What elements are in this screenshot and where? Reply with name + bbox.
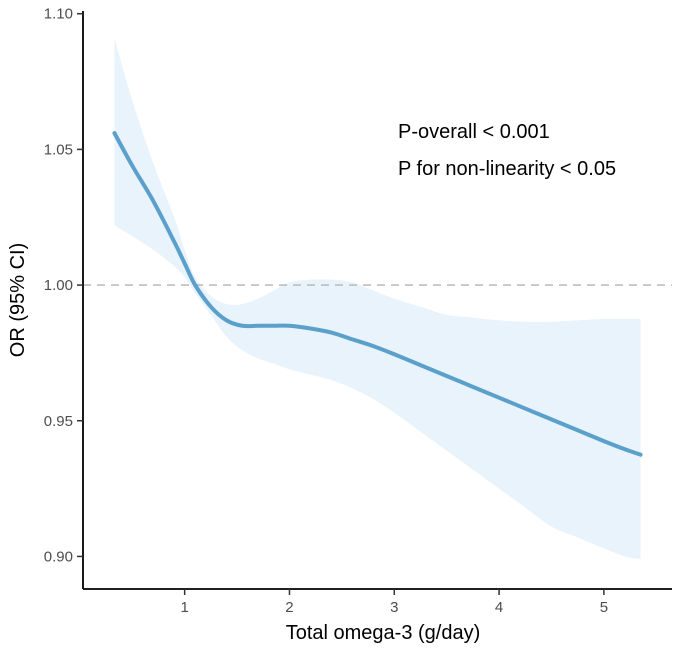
y-tick-label: 0.90 — [44, 548, 73, 565]
plot-area — [83, 38, 672, 560]
p-value-annotations: P-overall < 0.001 P for non-linearity < … — [398, 121, 616, 180]
y-axis-title: OR (95% CI) — [7, 243, 29, 357]
x-tick-label: 5 — [600, 599, 608, 616]
x-tick-label: 3 — [390, 599, 398, 616]
axes: 0.90 0.95 1.00 1.05 1.10 1 2 3 4 5 — [44, 6, 672, 616]
x-tick-label: 4 — [495, 599, 503, 616]
confidence-band — [114, 38, 641, 560]
x-axis-title: Total omega-3 (g/day) — [286, 622, 481, 644]
y-axis-ticks: 0.90 0.95 1.00 1.05 1.10 — [44, 6, 83, 565]
annotation-p-nonlinearity: P for non-linearity < 0.05 — [398, 158, 616, 180]
annotation-p-overall: P-overall < 0.001 — [398, 121, 550, 143]
y-tick-label: 1.05 — [44, 141, 73, 158]
or-curve — [112, 131, 643, 457]
y-tick-label: 1.00 — [44, 277, 73, 294]
y-tick-label: 1.10 — [44, 6, 73, 23]
y-tick-label: 0.95 — [44, 413, 73, 430]
x-tick-label: 2 — [285, 599, 293, 616]
x-axis-ticks: 1 2 3 4 5 — [180, 589, 608, 616]
x-tick-label: 1 — [180, 599, 188, 616]
